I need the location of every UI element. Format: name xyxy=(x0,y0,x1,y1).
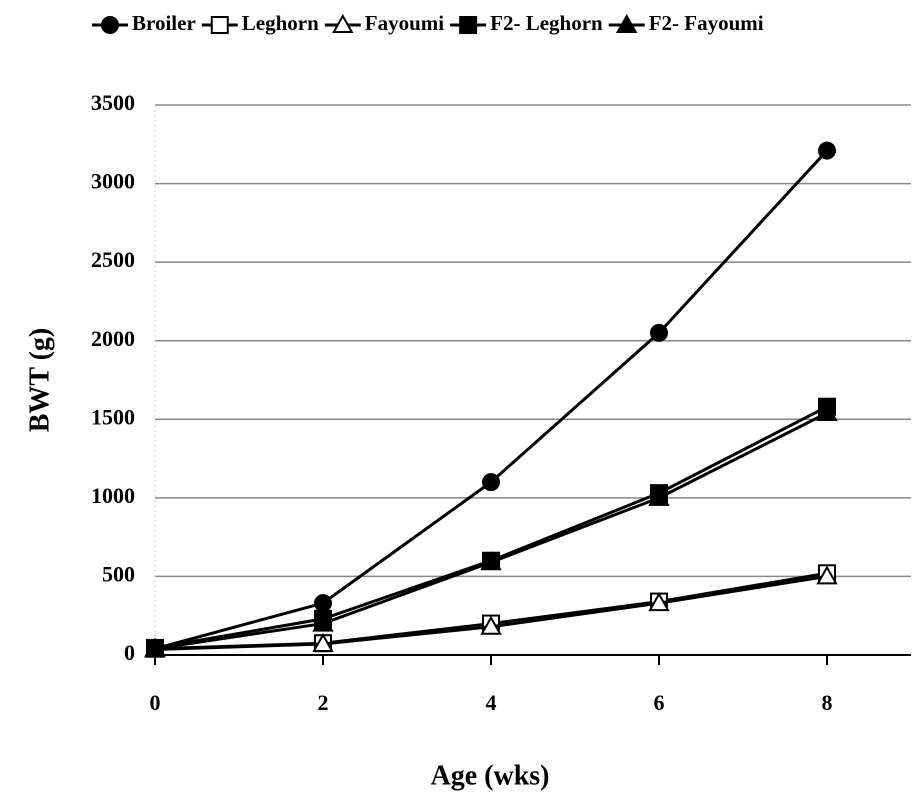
y-tick-label: 1500 xyxy=(91,404,135,429)
x-tick-label: 6 xyxy=(654,690,665,715)
y-tick-label: 1000 xyxy=(91,483,135,508)
y-tick-label: 2000 xyxy=(91,326,135,351)
x-tick-label: 0 xyxy=(150,690,161,715)
legend-label: Leghorn xyxy=(242,11,319,35)
legend-label: Broiler xyxy=(132,11,196,35)
series-line xyxy=(154,571,828,651)
data-point xyxy=(816,401,838,421)
data-point xyxy=(650,323,668,342)
legend-label: F2- Fayoumi xyxy=(649,11,764,35)
data-point xyxy=(480,551,502,571)
series-line xyxy=(154,574,828,651)
series-line xyxy=(154,411,828,651)
legend-label: F2- Leghorn xyxy=(490,11,603,35)
data-point xyxy=(818,141,836,160)
data-point xyxy=(482,473,500,492)
x-tick-label: 8 xyxy=(822,690,833,715)
data-point xyxy=(312,632,334,652)
legend-label: Fayoumi xyxy=(365,11,445,35)
series-line xyxy=(154,149,829,651)
data-point xyxy=(648,486,670,506)
x-axis-label: Age (wks) xyxy=(431,760,550,791)
data-point xyxy=(816,565,838,585)
y-tick-label: 0 xyxy=(124,640,135,665)
y-tick-label: 2500 xyxy=(91,247,135,272)
y-axis-label: BWT (g) xyxy=(24,328,55,433)
y-tick-label: 3500 xyxy=(91,90,135,115)
data-point xyxy=(480,615,502,635)
y-tick-label: 3000 xyxy=(91,169,135,194)
data-point xyxy=(312,612,334,632)
series-line xyxy=(154,405,828,650)
x-tick-label: 4 xyxy=(486,690,497,715)
data-point xyxy=(144,637,166,657)
legend-marker xyxy=(210,16,229,34)
y-tick-label: 500 xyxy=(102,561,135,586)
data-point xyxy=(648,592,670,612)
legend-marker xyxy=(459,16,478,34)
legend-marker xyxy=(615,13,638,33)
legend-marker xyxy=(101,16,119,34)
legend-marker xyxy=(332,13,354,33)
data-point xyxy=(314,594,332,613)
x-tick-label: 2 xyxy=(318,690,329,715)
